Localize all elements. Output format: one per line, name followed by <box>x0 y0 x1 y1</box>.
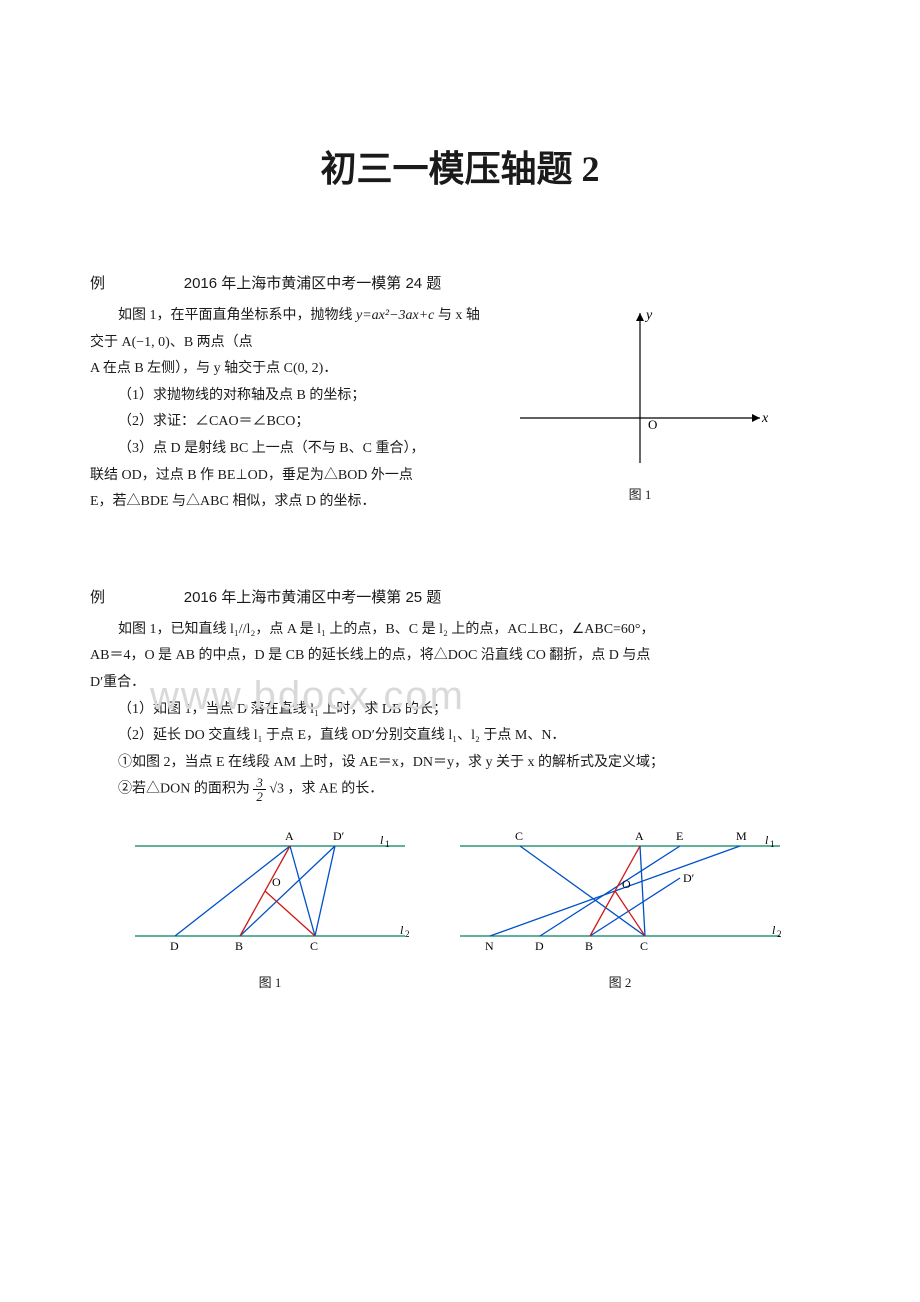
frac-den: 2 <box>253 790 266 803</box>
problem-24-q3a: （3）点 D 是射线 BC 上一点（不与 B、C 重合）， <box>90 436 490 463</box>
problem-25-intro-a: 如图 1，已知直线 l₁//l₂，点 A 是 l₁ 上的点，B、C 是 l₂ 上… <box>90 617 830 644</box>
problem-25: 例 2016 年上海市黄浦区中考一模第 25 题 如图 1，已知直线 l₁//l… <box>90 586 830 991</box>
svg-text:C: C <box>310 939 318 953</box>
problem-24-title: 2016 年上海市黄浦区中考一模第 24 题 <box>184 275 442 292</box>
svg-text:M: M <box>736 829 747 843</box>
problem-25-fig1: A D′ D B C O l1 l2 图 1 <box>120 816 420 991</box>
svg-text:B: B <box>235 939 243 953</box>
problem-25-q2-1: ①如图 2，当点 E 在线段 AM 上时，设 AE＝x，DN＝y，求 y 关于 … <box>90 750 830 777</box>
problem-24-q3b: 联结 OD，过点 B 作 BE⊥OD，垂足为△BOD 外一点 <box>90 463 490 490</box>
problem-25-fig2: C A E M D′ N D B C O l1 l2 图 2 <box>450 816 790 991</box>
problem-25-intro-b: AB＝4，O 是 AB 的中点，D 是 CB 的延长线上的点，将△DOC 沿直线… <box>90 643 830 670</box>
svg-text:N: N <box>485 939 494 953</box>
problem-24-fig-label: 图 1 <box>510 484 770 503</box>
y-axis-label: y <box>644 308 653 323</box>
problem-25-q1: （1）如图 1，当点 D 落在直线 l₁ 上时，求 DB 的长； <box>90 697 830 724</box>
svg-text:A: A <box>635 829 644 843</box>
problem-24-header: 例 2016 年上海市黄浦区中考一模第 24 题 <box>90 272 830 293</box>
svg-text:A: A <box>285 829 294 843</box>
example-label: 例 <box>90 272 180 293</box>
svg-text:l: l <box>772 923 776 937</box>
svg-text:C: C <box>515 829 523 843</box>
problem-24-intro-2: A 在点 B 左侧），与 y 轴交于点 C(0, 2)． <box>90 356 490 383</box>
text-intro-a: 如图 1，在平面直角坐标系中，抛物线 <box>118 308 356 323</box>
svg-text:D′: D′ <box>333 829 345 843</box>
problem-25-q2: （2）延长 DO 交直线 l₁ 于点 E，直线 OD′分别交直线 l₁、l₂ 于… <box>90 723 830 750</box>
equation: y=ax²−3ax+c <box>356 308 434 323</box>
fig2-svg: C A E M D′ N D B C O l1 l2 <box>450 816 790 966</box>
problem-24-body: 如图 1，在平面直角坐标系中，抛物线 y=ax²−3ax+c 与 x 轴交于 A… <box>90 303 490 516</box>
origin-label: O <box>648 417 657 432</box>
x-axis-label: x <box>761 411 769 426</box>
page-title: 初三一模压轴题 2 <box>90 140 830 192</box>
svg-text:D: D <box>535 939 544 953</box>
svg-text:O: O <box>622 877 631 891</box>
fig1-label: 图 1 <box>259 972 282 991</box>
svg-text:2: 2 <box>777 929 782 939</box>
problem-25-header: 例 2016 年上海市黄浦区中考一模第 25 题 <box>90 586 830 607</box>
svg-text:2: 2 <box>405 929 410 939</box>
fig2-label: 图 2 <box>609 972 632 991</box>
svg-text:l: l <box>765 833 769 847</box>
fig1-svg: A D′ D B C O l1 l2 <box>120 816 420 966</box>
coordinate-axes-svg: O x y <box>510 303 770 473</box>
problem-25-intro-c: D′重合． <box>90 675 145 690</box>
svg-text:O: O <box>272 875 281 889</box>
problem-24-q1: （1）求抛物线的对称轴及点 B 的坐标； <box>90 383 490 410</box>
svg-text:l: l <box>380 833 384 847</box>
sqrt: √3 <box>269 782 284 797</box>
problem-24: 例 2016 年上海市黄浦区中考一模第 24 题 如图 1，在平面直角坐标系中，… <box>90 272 830 516</box>
problem-24-intro: 如图 1，在平面直角坐标系中，抛物线 y=ax²−3ax+c 与 x 轴交于 A… <box>90 303 490 356</box>
svg-text:D′: D′ <box>683 871 695 885</box>
svg-text:1: 1 <box>770 839 775 849</box>
svg-text:E: E <box>676 829 683 843</box>
frac-num: 3 <box>253 776 266 790</box>
problem-25-intro-c-row: D′重合． www.bdocx.com <box>90 670 830 697</box>
fraction-icon: 32 <box>253 776 266 803</box>
svg-text:l: l <box>400 923 404 937</box>
problem-25-title: 2016 年上海市黄浦区中考一模第 25 题 <box>184 589 442 606</box>
example-label-2: 例 <box>90 586 180 607</box>
problem-25-diagrams: A D′ D B C O l1 l2 图 1 <box>120 816 830 991</box>
svg-text:1: 1 <box>385 839 390 849</box>
q2-2-b: ，求 AE 的长． <box>288 782 384 797</box>
svg-text:C: C <box>640 939 648 953</box>
problem-25-q2-2: ②若△DON 的面积为 32 √3 ，求 AE 的长． <box>90 776 830 803</box>
problem-24-q2: （2）求证：∠CAO＝∠BCO； <box>90 409 490 436</box>
problem-24-figure: O x y 图 1 <box>510 303 770 503</box>
svg-text:D: D <box>170 939 179 953</box>
q2-2-a: ②若△DON 的面积为 <box>118 782 250 797</box>
problem-24-q3c: E，若△BDE 与△ABC 相似，求点 D 的坐标． <box>90 489 490 516</box>
svg-text:B: B <box>585 939 593 953</box>
